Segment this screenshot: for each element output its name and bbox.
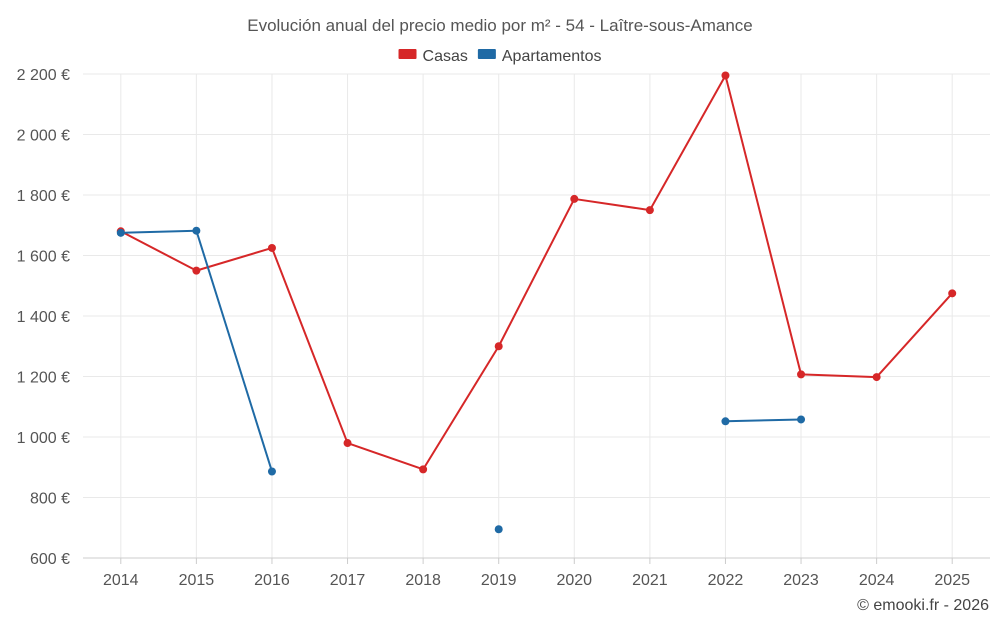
x-tick-label: 2016: [254, 572, 290, 589]
x-tick-label: 2015: [179, 572, 215, 589]
x-tick-label: 2018: [405, 572, 441, 589]
legend-swatch-apartamentos: [477, 49, 496, 59]
legend-item-apartamentos[interactable]: Apartamentos: [477, 48, 602, 65]
data-point-apartamentos[interactable]: [116, 228, 125, 237]
data-point-casas[interactable]: [645, 206, 654, 215]
data-point-casas[interactable]: [494, 342, 503, 351]
data-point-casas[interactable]: [948, 289, 957, 298]
data-point-casas[interactable]: [721, 71, 730, 80]
y-tick-label: 2 000 €: [17, 128, 70, 145]
y-tick-label: 1 200 €: [17, 370, 70, 387]
data-point-apartamentos[interactable]: [797, 415, 806, 424]
data-point-casas[interactable]: [570, 194, 579, 203]
y-tick-label: 800 €: [30, 491, 70, 508]
legend[interactable]: Casas Apartamentos: [398, 48, 602, 65]
x-tick-label: 2021: [632, 572, 668, 589]
legend-swatch-casas: [398, 49, 417, 59]
data-point-casas[interactable]: [872, 373, 881, 382]
data-point-casas[interactable]: [267, 243, 276, 252]
y-tick-label: 1 400 €: [17, 309, 70, 326]
x-tick-label: 2019: [481, 572, 517, 589]
legend-item-casas[interactable]: Casas: [398, 48, 468, 65]
data-point-casas[interactable]: [192, 266, 201, 275]
x-tick-label: 2014: [103, 572, 139, 589]
chart-title: Evolución anual del precio medio por m² …: [247, 16, 753, 35]
y-tick-label: 1 800 €: [17, 188, 70, 205]
series-apartamentos: [116, 226, 806, 534]
y-axis: 600 € 800 € 1 000 € 1 200 € 1 400 € 1 600 € 1 …: [17, 67, 70, 568]
legend-label-casas: Casas: [423, 48, 468, 65]
series-line-casas: [119, 74, 954, 471]
series-line-apartamentos: [724, 418, 803, 423]
data-point-casas[interactable]: [343, 439, 352, 448]
grid: [83, 73, 990, 558]
data-point-apartamentos[interactable]: [267, 467, 276, 476]
y-tick-label: 1 000 €: [17, 430, 70, 447]
x-axis: 2014 2015 2016 2017 2018 2019 2020 2021 2022 2023…: [83, 557, 990, 589]
x-tick-label: 2025: [934, 572, 970, 589]
y-tick-label: 1 600 €: [17, 249, 70, 266]
x-tick-label: 2020: [556, 572, 592, 589]
x-tick-label: 2022: [708, 572, 744, 589]
data-point-casas[interactable]: [419, 465, 428, 474]
x-tick-label: 2017: [330, 572, 366, 589]
data-point-apartamentos[interactable]: [192, 226, 201, 235]
data-point-apartamentos[interactable]: [721, 417, 730, 426]
legend-label-apartamentos: Apartamentos: [502, 48, 602, 65]
credit-text: © emooki.fr - 2026: [857, 597, 989, 614]
y-tick-label: 2 200 €: [17, 67, 70, 84]
x-tick-label: 2024: [859, 572, 895, 589]
series-casas: [116, 71, 957, 474]
x-tick-label: 2023: [783, 572, 819, 589]
y-tick-label: 600 €: [30, 551, 70, 568]
data-point-apartamentos[interactable]: [494, 525, 503, 534]
series-layer: [116, 71, 957, 534]
data-point-casas[interactable]: [797, 370, 806, 379]
